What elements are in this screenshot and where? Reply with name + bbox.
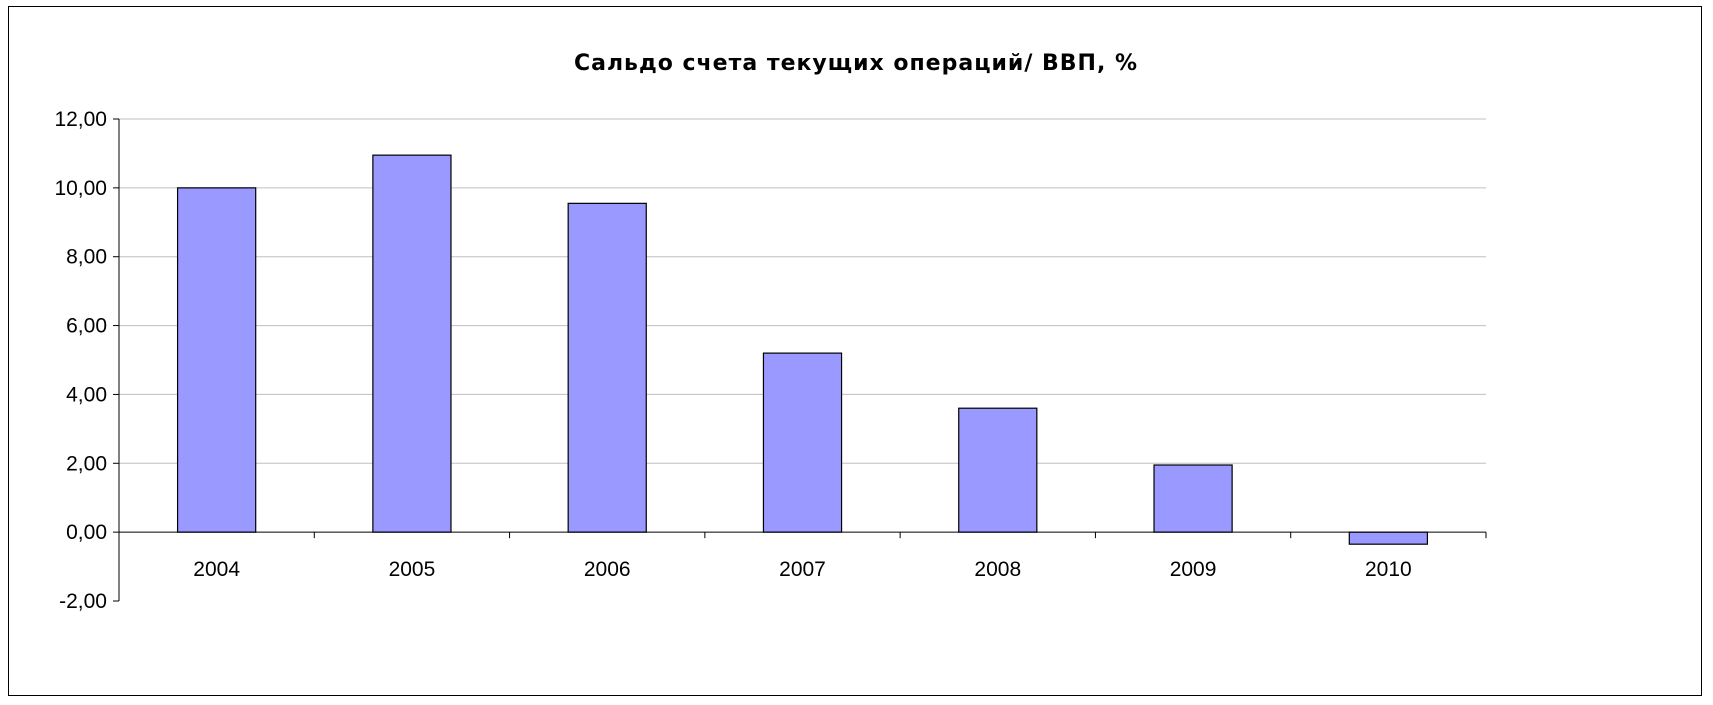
chart-frame: Сальдо счета текущих операций/ ВВП, % 12… xyxy=(8,6,1702,696)
axes xyxy=(113,118,1487,602)
x-tick-label-2005: 2005 xyxy=(389,558,436,581)
y-tick-label: 10,00 xyxy=(54,177,107,200)
x-tick-label-2010: 2010 xyxy=(1365,558,1412,581)
bars xyxy=(176,154,1429,545)
y-tick-label: -2,00 xyxy=(59,590,107,613)
bar-2005 xyxy=(372,154,452,533)
y-tick-label: 12,00 xyxy=(54,108,107,131)
bar-2004 xyxy=(176,187,257,533)
y-tick-label: 0,00 xyxy=(66,521,107,544)
tick-labels: 12,00 10,00 8,00 6,00 4,00 2,00 0,00 -2,00 2004 2… xyxy=(54,108,1411,613)
bar-2009 xyxy=(1153,464,1233,533)
bar-2010 xyxy=(1348,531,1429,545)
x-tick-label-2007: 2007 xyxy=(779,558,826,581)
bar-2006 xyxy=(567,202,647,533)
x-tick-label-2009: 2009 xyxy=(1170,558,1217,581)
y-tick-label: 8,00 xyxy=(66,246,107,269)
chart-plot: 12,00 10,00 8,00 6,00 4,00 2,00 0,00 -2,00 2004 2… xyxy=(54,108,1487,613)
x-tick-label-2004: 2004 xyxy=(193,558,240,581)
y-tick-label: 4,00 xyxy=(66,383,107,406)
x-tick-label-2006: 2006 xyxy=(584,558,631,581)
chart-title: Сальдо счета текущих операций/ ВВП, % xyxy=(573,51,1139,76)
bar-2008 xyxy=(958,407,1038,533)
y-tick-label: 6,00 xyxy=(66,315,107,338)
y-tick-label: 2,00 xyxy=(66,452,107,475)
x-tick-label-2008: 2008 xyxy=(974,558,1021,581)
bar-2007 xyxy=(762,352,843,533)
